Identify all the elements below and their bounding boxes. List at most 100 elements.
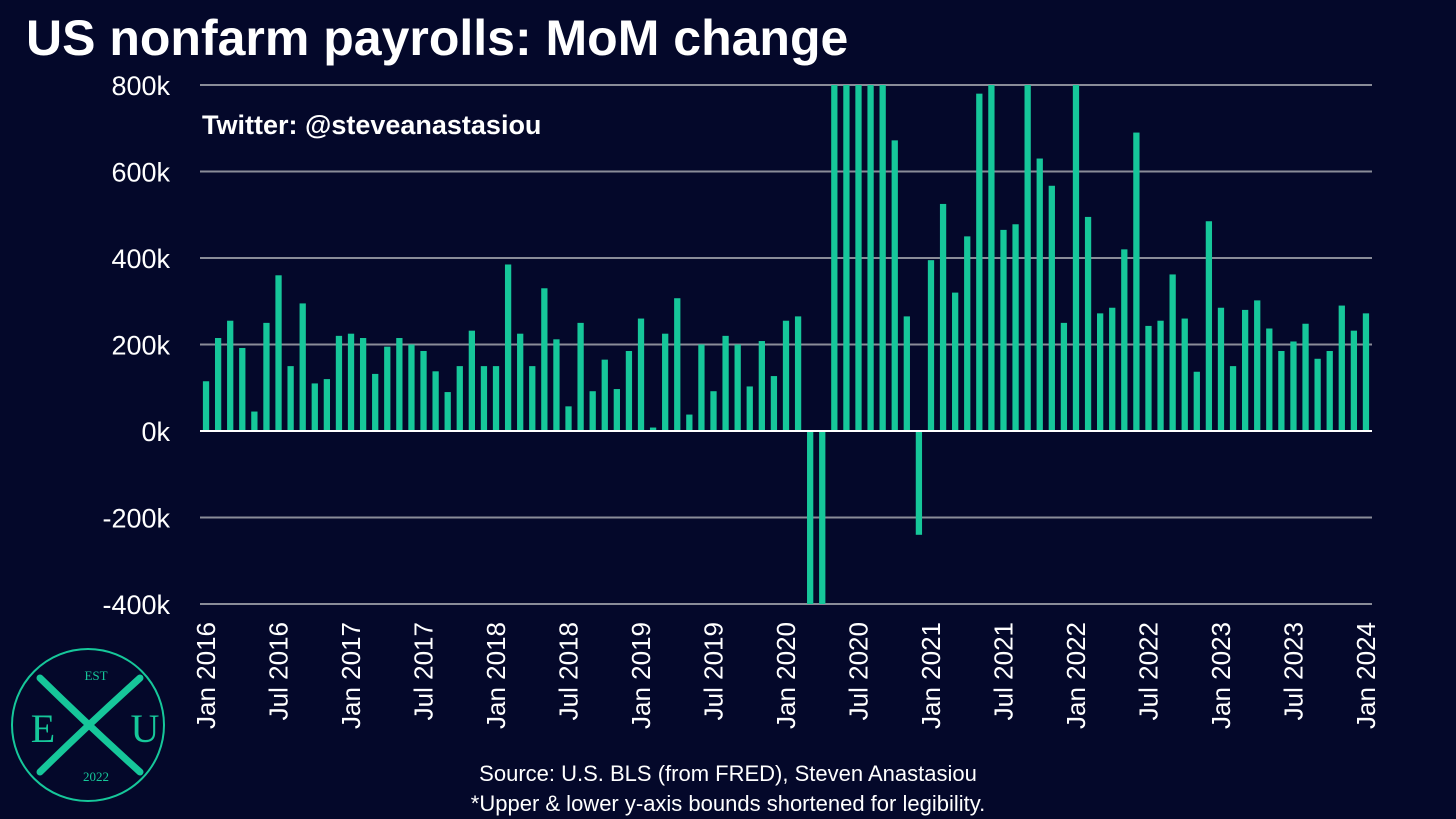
x-tick-label: Jul 2018 [554,622,584,720]
bar [1326,350,1333,431]
bar [746,386,753,431]
bar [625,350,633,431]
exu-logo: EST E U 2022 [11,648,165,802]
bar [843,85,850,431]
bar [613,389,620,431]
bar [1314,358,1321,431]
bar [251,411,258,431]
bar [432,371,439,431]
bar [359,338,367,431]
x-tick-label: Jan 2018 [481,622,511,729]
source-note: Source: U.S. BLS (from FRED), Steven Ana… [479,761,977,786]
bar [855,85,862,431]
bar [275,275,282,431]
y-tick-label: 800k [111,71,170,101]
bar [384,346,391,431]
bar [1121,249,1128,431]
bar [299,303,306,431]
bar [1181,318,1188,431]
bar [1266,328,1273,431]
bar [214,338,222,431]
bar [879,85,886,431]
bar [649,427,657,431]
y-axis-ticks: -400k -200k 0k 200k 400k 600k 800k [102,71,170,620]
bar [517,333,524,431]
bar [1254,300,1261,431]
logo-letter-u: U [131,706,160,751]
bar [1097,313,1104,431]
x-tick-label: Jul 2022 [1133,622,1163,720]
bar [722,335,729,431]
logo-blade [36,674,144,776]
x-tick-label: Jan 2024 [1351,622,1381,729]
bar [577,322,584,431]
bar [287,366,294,431]
logo-letter-e: E [31,706,55,751]
x-tick-label: Jul 2019 [699,622,729,720]
bar [468,330,475,431]
bar [480,366,488,431]
bar [915,431,923,535]
bar [541,288,548,431]
bar [952,292,959,431]
bar [396,338,403,431]
bar [1290,341,1297,431]
bar-series [200,85,1372,604]
bar [335,335,343,431]
y-tick-label: -400k [102,590,170,620]
bar [1205,221,1213,431]
bar [202,381,210,431]
bar [1241,309,1249,431]
bar [408,344,415,431]
bar [1217,307,1225,431]
bar [976,93,983,432]
bar [782,320,790,431]
bar [698,344,705,431]
bar [1084,216,1092,431]
y-tick-label: 600k [111,158,170,188]
logo-est: EST [84,668,107,683]
bar [589,391,596,431]
bar [239,347,246,431]
bar [1229,366,1237,431]
logo-circle [11,648,165,802]
bar [311,383,318,431]
x-tick-label: Jul 2023 [1278,622,1308,720]
bar [674,298,681,431]
bar [1169,274,1176,431]
bar [903,316,910,431]
bar [1012,224,1019,431]
bar [1072,85,1080,431]
bar [794,316,802,431]
bar [637,318,645,431]
bar [807,431,814,604]
x-tick-label: Jul 2020 [843,622,873,720]
bar [504,264,512,431]
bar [323,379,331,431]
bar [601,359,608,431]
bar [529,366,536,431]
bar [831,85,838,431]
bar [927,260,935,431]
bar [1278,350,1285,431]
bar [939,203,947,431]
bar [1036,158,1043,431]
bar [1048,185,1055,431]
y-tick-label: -200k [102,504,170,534]
bar [1024,85,1031,431]
x-tick-label: Jul 2017 [409,622,439,720]
bar [734,344,741,431]
y-tick-label: 400k [111,244,170,274]
x-tick-label: Jul 2021 [988,622,1018,720]
bar [1157,320,1164,431]
chart-title: US nonfarm payrolls: MoM change [26,10,848,66]
y-tick-label: 200k [111,331,170,361]
bar [662,333,669,431]
x-tick-label: Jan 2016 [191,622,221,729]
x-tick-label: Jan 2023 [1206,622,1236,729]
x-tick-label: Jan 2020 [771,622,801,729]
x-tick-label: Jul 2016 [264,622,294,720]
bar [1133,132,1140,431]
bar [263,322,270,431]
